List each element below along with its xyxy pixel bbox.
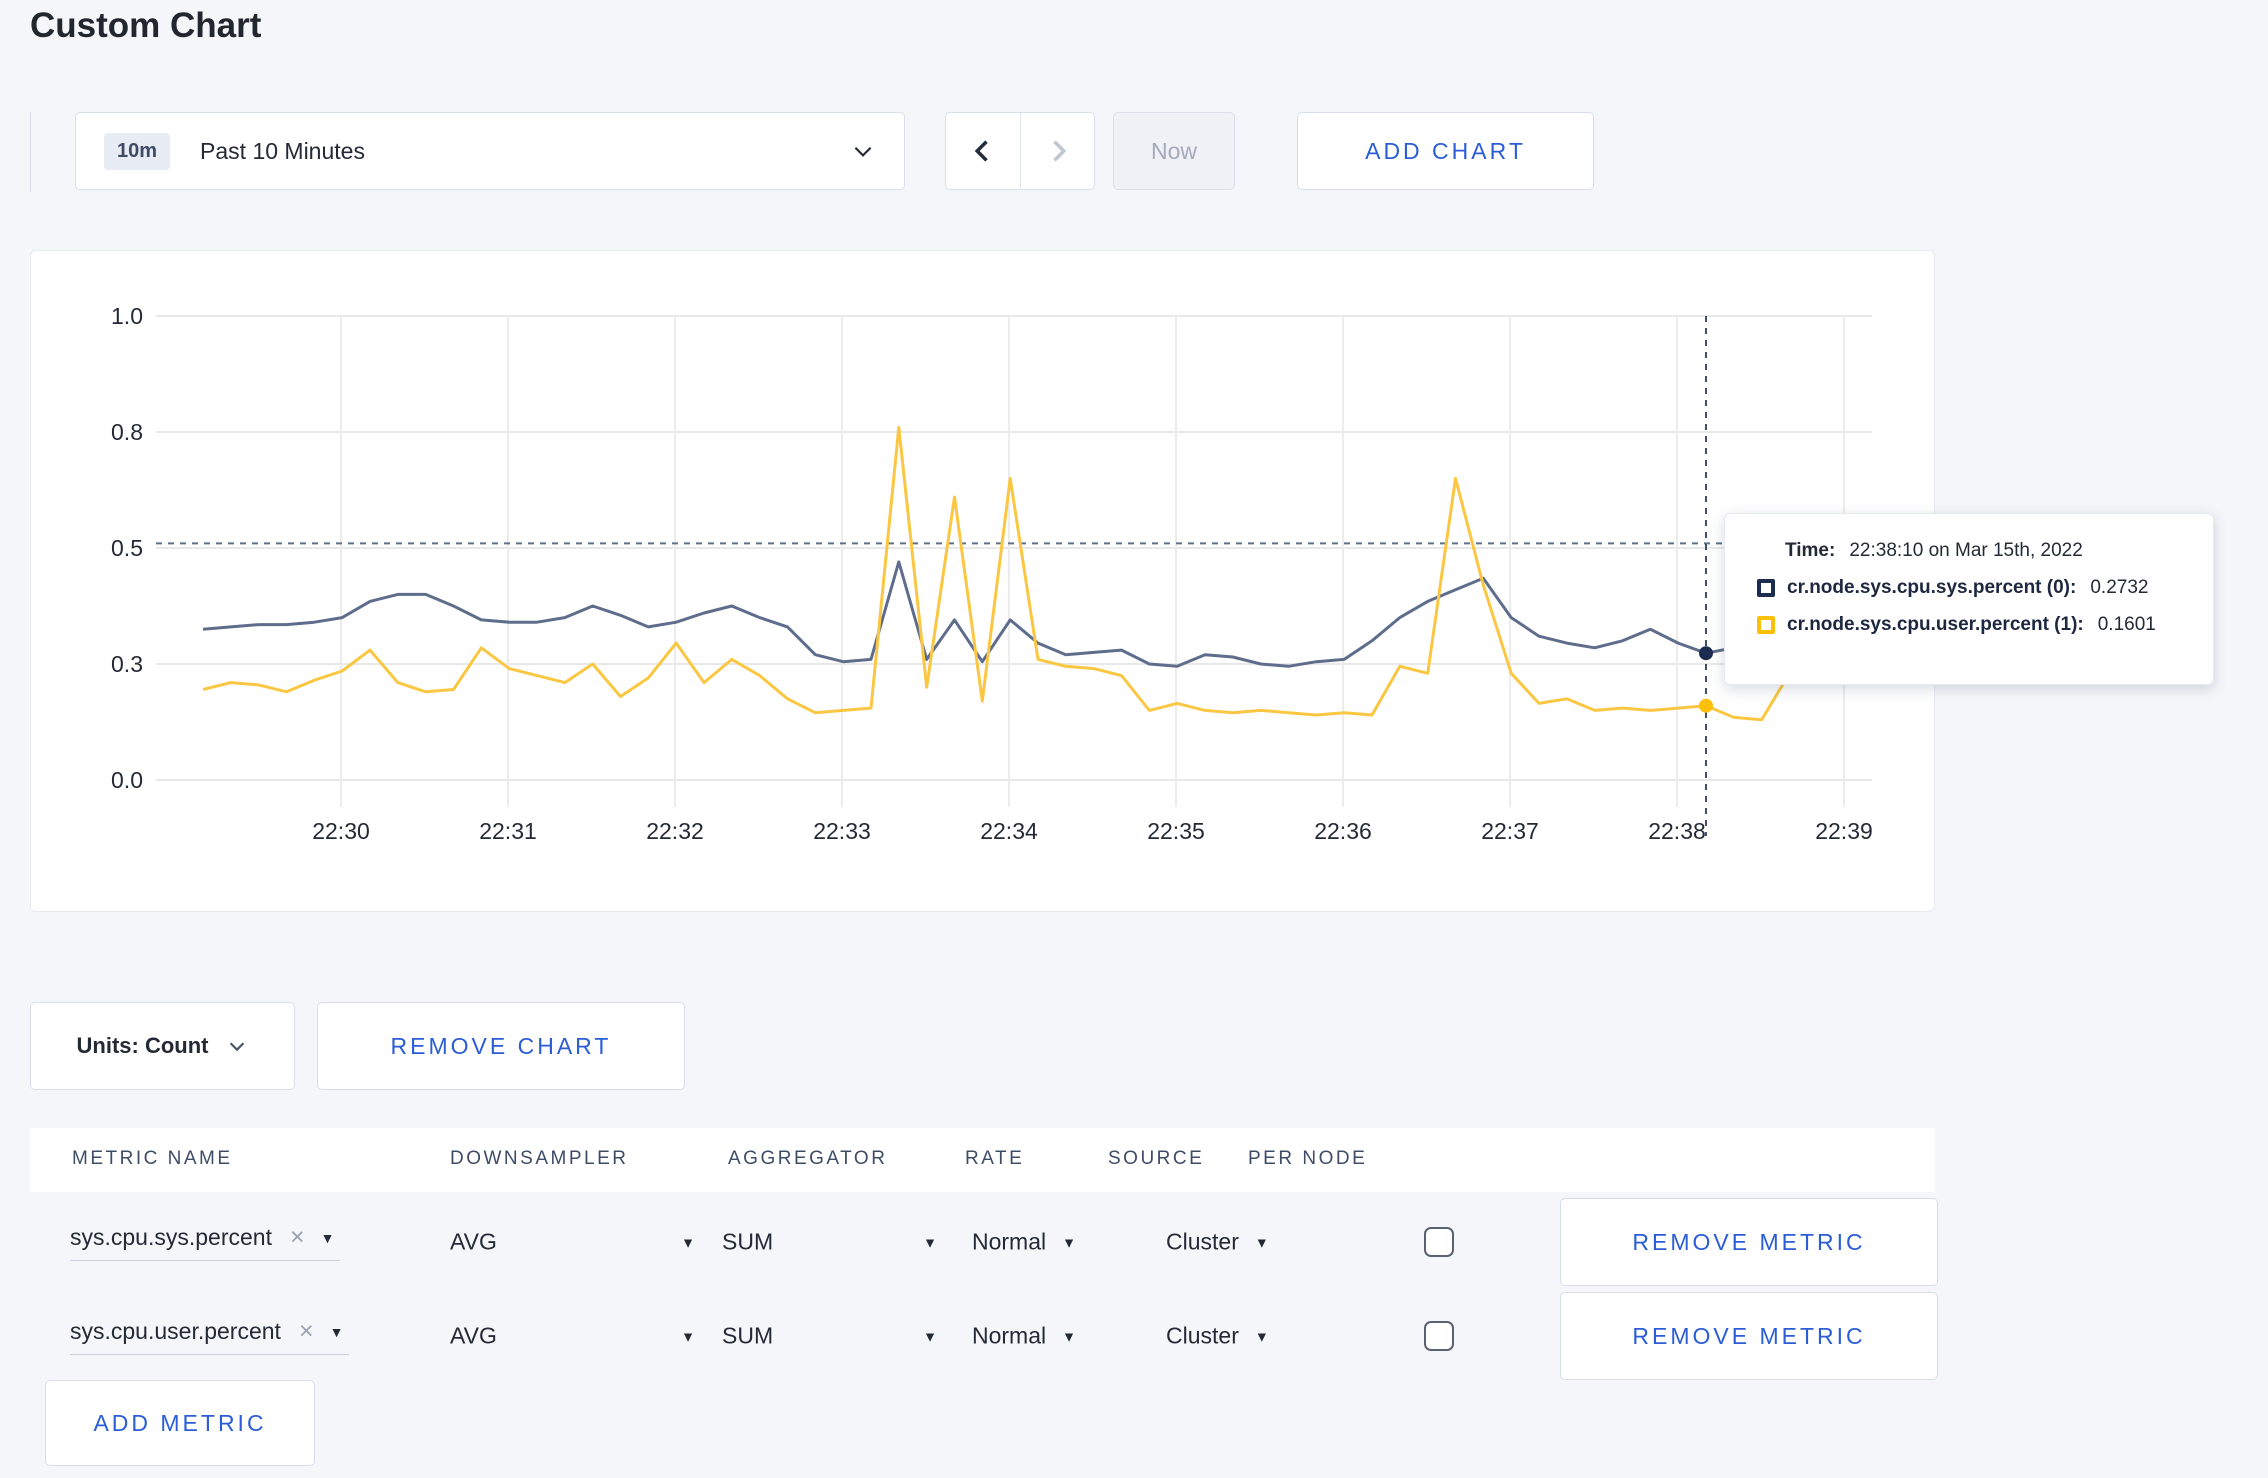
svg-text:22:36: 22:36 (1314, 818, 1372, 844)
svg-text:0.3: 0.3 (111, 651, 143, 677)
tooltip-series-row: cr.node.sys.cpu.user.percent (1): 0.1601 (1757, 614, 2189, 636)
caret-down-icon: ▼ (681, 1234, 695, 1250)
column-header-source: SOURCE (1108, 1148, 1205, 1169)
caret-down-icon: ▼ (1254, 1328, 1269, 1344)
rate-select[interactable]: Normal ▼ (972, 1229, 1076, 1256)
add-chart-label: ADD CHART (1365, 137, 1526, 164)
downsampler-select-value: AVG (450, 1228, 497, 1255)
svg-text:22:31: 22:31 (479, 818, 537, 844)
downsampler-select[interactable]: AVG ▼ (450, 1323, 695, 1350)
aggregator-select-value: SUM (722, 1228, 774, 1255)
series-swatch-icon (1757, 616, 1775, 634)
add-chart-button[interactable]: ADD CHART (1297, 112, 1594, 190)
per-node-checkbox[interactable] (1424, 1227, 1454, 1257)
series-swatch-icon (1757, 579, 1775, 597)
caret-down-icon: ▼ (1254, 1234, 1269, 1250)
svg-text:22:32: 22:32 (646, 818, 704, 844)
svg-text:22:30: 22:30 (312, 818, 370, 844)
time-pager (945, 112, 1095, 190)
rate-select[interactable]: Normal ▼ (972, 1323, 1076, 1350)
units-select[interactable]: Units: Count (30, 1002, 295, 1090)
caret-down-icon: ▼ (329, 1323, 344, 1340)
units-select-label: Units: Count (76, 1033, 209, 1058)
svg-text:0.0: 0.0 (111, 767, 143, 793)
add-metric-button[interactable]: ADD METRIC (45, 1380, 315, 1466)
remove-metric-button[interactable]: REMOVE METRIC (1560, 1198, 1938, 1286)
tooltip-time-label: Time: (1785, 540, 1836, 561)
now-button-label: Now (1150, 137, 1197, 164)
column-header-rate: RATE (965, 1148, 1025, 1169)
source-select-value: Cluster (1166, 1322, 1239, 1349)
remove-chart-label: REMOVE CHART (390, 1032, 612, 1059)
caret-down-icon: ▼ (320, 1229, 335, 1246)
metric-row: sys.cpu.sys.percent × ▼ AVG ▼ SUM ▼ Normal ▼ Clus… (30, 1196, 1938, 1288)
page-title: Custom Chart (30, 6, 262, 45)
remove-metric-label: REMOVE METRIC (1632, 1322, 1866, 1349)
tooltip-series-value: 0.2732 (2090, 577, 2149, 598)
metric-row: sys.cpu.user.percent × ▼ AVG ▼ SUM ▼ Normal ▼ Clu… (30, 1290, 1938, 1382)
per-node-checkbox[interactable] (1424, 1321, 1454, 1351)
remove-metric-label: REMOVE METRIC (1632, 1228, 1866, 1255)
downsampler-select-value: AVG (450, 1322, 497, 1349)
caret-down-icon: ▼ (1062, 1328, 1076, 1344)
clear-metric-icon[interactable]: × (298, 1317, 314, 1345)
chevron-down-icon (230, 1042, 245, 1052)
aggregator-select[interactable]: SUM ▼ (722, 1323, 937, 1350)
caret-down-icon: ▼ (1062, 1234, 1076, 1250)
metric-name-value: sys.cpu.sys.percent (70, 1224, 272, 1250)
svg-text:22:34: 22:34 (980, 818, 1038, 844)
add-metric-label: ADD METRIC (93, 1409, 267, 1436)
cpu-percent-chart[interactable]: 1.0 0.8 0.5 0.3 0.0 22:30 22:31 22:32 22:33 22:34… (31, 251, 1936, 913)
time-range-select[interactable]: 10m Past 10 Minutes (75, 112, 905, 190)
metric-name-select[interactable]: sys.cpu.sys.percent × ▼ (70, 1223, 341, 1261)
svg-text:22:38: 22:38 (1648, 818, 1706, 844)
svg-text:22:37: 22:37 (1481, 818, 1539, 844)
svg-text:22:35: 22:35 (1147, 818, 1205, 844)
column-header-metric-name: METRIC NAME (72, 1148, 233, 1169)
tooltip-series-name: cr.node.sys.cpu.sys.percent (0): (1787, 577, 2077, 598)
source-select[interactable]: Cluster ▼ (1166, 1229, 1269, 1256)
metrics-table-header: METRIC NAME DOWNSAMPLER AGGREGATOR RATE SOUR… (30, 1128, 1935, 1192)
chart-card: 1.0 0.8 0.5 0.3 0.0 22:30 22:31 22:32 22:33 22:34… (30, 250, 2214, 913)
prev-timespan-button[interactable] (946, 113, 1020, 189)
caret-down-icon: ▼ (923, 1234, 937, 1250)
tooltip-time-value: 22:38:10 on Mar 15th, 2022 (1849, 540, 2083, 561)
tooltip-series-row: cr.node.sys.cpu.sys.percent (0): 0.2732 (1757, 577, 2189, 599)
rate-select-value: Normal (972, 1322, 1047, 1349)
source-select-value: Cluster (1166, 1228, 1239, 1255)
column-header-aggregator: AGGREGATOR (728, 1148, 888, 1169)
aggregator-select[interactable]: SUM ▼ (722, 1229, 937, 1256)
metric-name-select[interactable]: sys.cpu.user.percent × ▼ (70, 1317, 350, 1355)
downsampler-select[interactable]: AVG ▼ (450, 1229, 695, 1256)
svg-text:22:33: 22:33 (813, 818, 871, 844)
next-timespan-button[interactable] (1020, 113, 1094, 189)
metric-name-value: sys.cpu.user.percent (70, 1318, 281, 1344)
metrics-table: METRIC NAME DOWNSAMPLER AGGREGATOR RATE SOUR… (30, 1128, 1938, 1380)
tooltip-series-name: cr.node.sys.cpu.user.percent (1): (1787, 614, 2084, 635)
aggregator-select-value: SUM (722, 1322, 774, 1349)
column-header-per-node: PER NODE (1248, 1148, 1368, 1169)
caret-down-icon: ▼ (923, 1328, 937, 1344)
column-header-downsampler: DOWNSAMPLER (450, 1148, 629, 1169)
svg-text:0.8: 0.8 (111, 419, 143, 445)
svg-text:1.0: 1.0 (111, 303, 143, 329)
time-range-badge: 10m (104, 132, 171, 170)
rate-select-value: Normal (972, 1228, 1047, 1255)
clear-metric-icon[interactable]: × (289, 1223, 305, 1251)
remove-chart-button[interactable]: REMOVE CHART (317, 1002, 685, 1090)
chevron-left-icon (974, 140, 988, 162)
now-button[interactable]: Now (1113, 112, 1235, 190)
svg-text:22:39: 22:39 (1815, 818, 1873, 844)
time-range-label: Past 10 Minutes (200, 137, 365, 164)
caret-down-icon: ▼ (681, 1328, 695, 1344)
remove-metric-button[interactable]: REMOVE METRIC (1560, 1292, 1938, 1380)
source-select[interactable]: Cluster ▼ (1166, 1323, 1269, 1350)
chevron-down-icon (854, 146, 872, 157)
tooltip-series-value: 0.1601 (2097, 614, 2156, 635)
svg-text:0.5: 0.5 (111, 535, 143, 561)
chart-tooltip: Time: 22:38:10 on Mar 15th, 2022 cr.node… (1724, 513, 2214, 685)
toolbar-divider (30, 112, 31, 192)
chevron-right-icon (1052, 140, 1066, 162)
